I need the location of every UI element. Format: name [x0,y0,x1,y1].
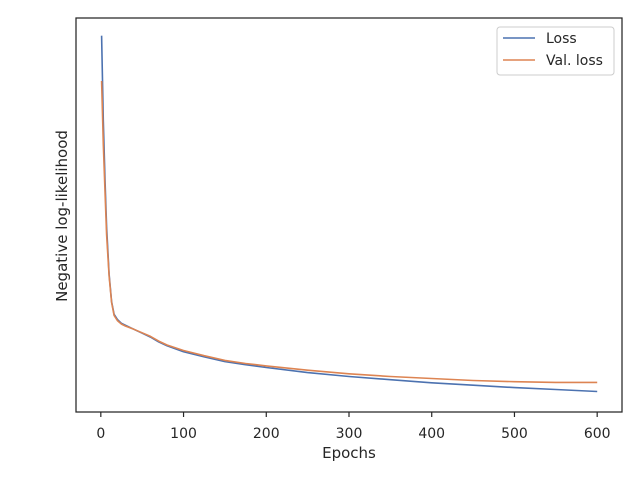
x-axis-label: Epochs [322,444,376,462]
legend: Loss Val. loss [496,26,615,76]
series-layer [100,35,598,393]
plot-area [75,17,623,413]
x-tick-label: 300 [336,426,363,442]
x-ticks: 0 100 200 300 400 500 600 [96,412,611,442]
x-tick-label: 600 [584,426,611,442]
x-tick-label: 400 [418,426,445,442]
x-tick-label: 500 [501,426,528,442]
legend-label-loss: Loss [546,31,577,47]
x-tick-label: 100 [170,426,197,442]
legend-box [496,26,615,76]
series-line-val-loss [100,80,598,384]
y-axis-label: Negative log-likelihood [53,130,71,302]
x-tick-label: 0 [96,426,105,442]
legend-label-val-loss: Val. loss [546,53,603,69]
x-tick-label: 200 [253,426,280,442]
